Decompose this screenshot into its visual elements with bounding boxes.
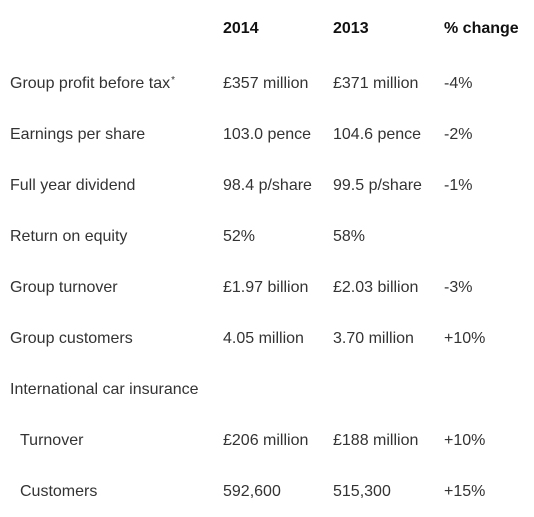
table-row: Group customers 4.05 million 3.70 millio… [0,313,534,364]
value-2014: 592,600 [223,482,281,500]
value-2014: £206 million [223,431,309,449]
table-row: Customers 592,600 515,300 +15% [0,466,534,517]
row-label: Full year dividend [10,176,136,194]
value-2014: £1.97 billion [223,278,309,296]
value-change: -1% [444,176,473,194]
footnote-marker: * [171,74,175,86]
header-label-cell [0,0,212,58]
value-2013: 104.6 pence [333,125,422,143]
row-label: Group customers [10,329,133,347]
header-row: 2014 2013 % change [0,0,534,58]
table-header: 2014 2013 % change [0,0,534,58]
value-change: -3% [444,278,473,296]
row-label: Turnover [20,431,84,449]
table-row: Earnings per share 103.0 pence 104.6 pen… [0,109,534,160]
value-2014: £357 million [223,74,309,92]
value-2013: 99.5 p/share [333,176,422,194]
table-row: Return on equity 52% 58% [0,211,534,262]
row-label: Return on equity [10,227,128,245]
value-change [433,211,534,262]
row-label: Group turnover [10,278,118,296]
value-change: -4% [444,74,473,92]
value-2014: 4.05 million [223,329,304,347]
table-row: Full year dividend 98.4 p/share 99.5 p/s… [0,160,534,211]
value-2014 [212,364,322,415]
table-body: Group profit before tax* £357 million £3… [0,58,534,517]
header-2014: 2014 [223,20,259,38]
value-change: -2% [444,125,473,143]
value-change: +15% [444,482,486,500]
value-2013: 515,300 [333,482,391,500]
value-change [433,364,534,415]
value-2013: £2.03 billion [333,278,419,296]
table-row: Group profit before tax* £357 million £3… [0,58,534,109]
section-row: International car insurance [0,364,534,415]
header-percent-change: % change [444,20,519,38]
row-label: Group profit before tax* [0,58,212,109]
section-label: International car insurance [10,380,199,398]
value-2013: £371 million [333,74,419,92]
table-row: Turnover £206 million £188 million +10% [0,415,534,466]
row-label: Earnings per share [10,125,146,143]
header-2013: 2013 [333,20,369,38]
value-2013: 58% [333,227,366,245]
row-label: Customers [20,482,98,500]
value-2013: 3.70 million [333,329,414,347]
value-2013: £188 million [333,431,419,449]
value-change: +10% [444,329,486,347]
value-change: +10% [444,431,486,449]
table-row: Group turnover £1.97 billion £2.03 billi… [0,262,534,313]
value-2014: 52% [223,227,256,245]
row-label-text: Group profit before tax [10,74,171,92]
value-2014: 98.4 p/share [223,176,312,194]
value-2014: 103.0 pence [223,125,312,143]
value-2013 [322,364,433,415]
